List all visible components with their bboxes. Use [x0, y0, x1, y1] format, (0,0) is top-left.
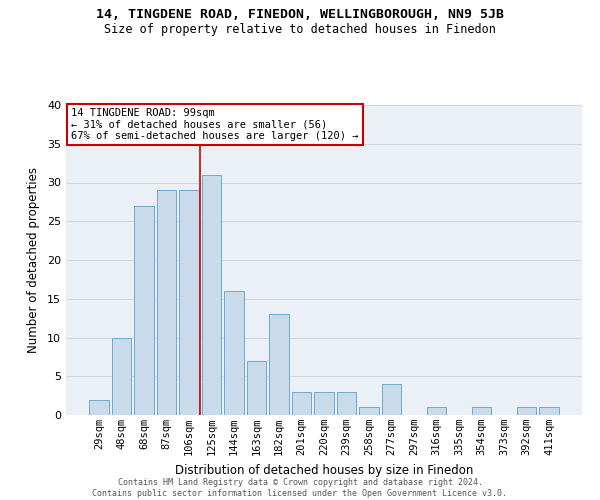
Y-axis label: Number of detached properties: Number of detached properties: [27, 167, 40, 353]
Bar: [112, 338, 131, 415]
Bar: [472, 407, 491, 415]
Bar: [292, 392, 311, 415]
Text: 14, TINGDENE ROAD, FINEDON, WELLINGBOROUGH, NN9 5JB: 14, TINGDENE ROAD, FINEDON, WELLINGBOROU…: [96, 8, 504, 20]
Bar: [179, 190, 199, 415]
Bar: [382, 384, 401, 415]
Bar: [157, 190, 176, 415]
X-axis label: Distribution of detached houses by size in Finedon: Distribution of detached houses by size …: [175, 464, 473, 476]
Bar: [269, 314, 289, 415]
Text: Contains HM Land Registry data © Crown copyright and database right 2024.
Contai: Contains HM Land Registry data © Crown c…: [92, 478, 508, 498]
Bar: [359, 407, 379, 415]
Bar: [247, 361, 266, 415]
Bar: [337, 392, 356, 415]
Text: 14 TINGDENE ROAD: 99sqm
← 31% of detached houses are smaller (56)
67% of semi-de: 14 TINGDENE ROAD: 99sqm ← 31% of detache…: [71, 108, 359, 142]
Bar: [314, 392, 334, 415]
Bar: [134, 206, 154, 415]
Bar: [517, 407, 536, 415]
Bar: [89, 400, 109, 415]
Bar: [539, 407, 559, 415]
Bar: [224, 291, 244, 415]
Bar: [427, 407, 446, 415]
Bar: [202, 175, 221, 415]
Text: Size of property relative to detached houses in Finedon: Size of property relative to detached ho…: [104, 22, 496, 36]
